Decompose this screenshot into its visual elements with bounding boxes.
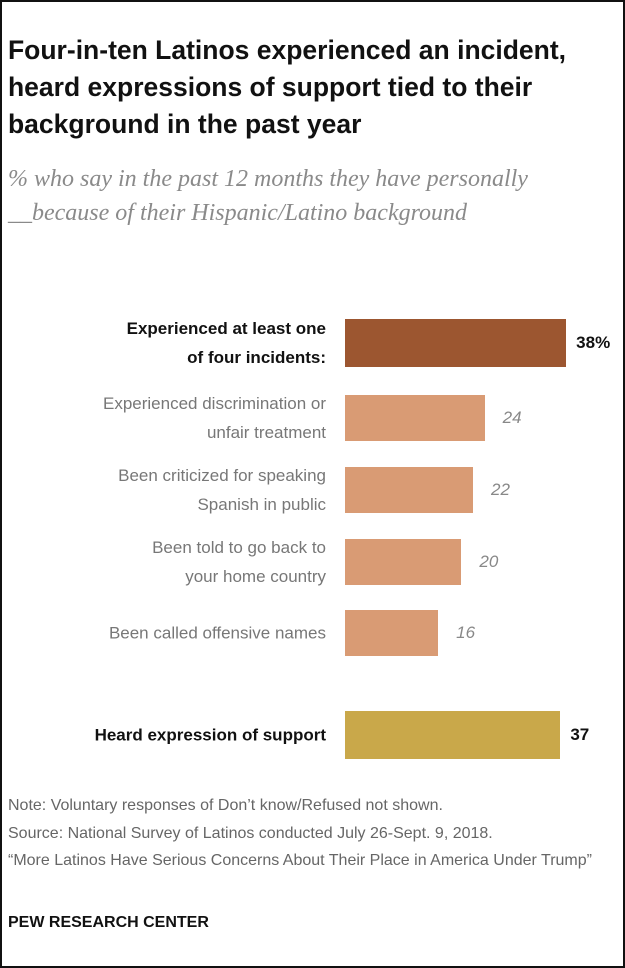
value-label: 20	[479, 552, 499, 571]
category-label: Been called offensive names	[108, 623, 326, 643]
notes: Note: Voluntary responses of Don’t know/…	[8, 792, 620, 875]
category-label: Experienced at least one of four inciden…	[126, 319, 326, 367]
bar	[345, 319, 567, 367]
value-label: 38%	[576, 333, 611, 352]
category-label: Heard expression of support	[94, 725, 326, 745]
bar	[345, 395, 485, 441]
value-label: 37	[570, 725, 590, 744]
value-label: 24	[502, 408, 522, 427]
source: PEW RESEARCH CENTER	[8, 914, 209, 931]
bar	[345, 711, 561, 759]
value-label: 22	[491, 480, 510, 499]
bar	[345, 610, 439, 656]
bar	[345, 539, 462, 585]
category-label: Been told to go back to your home countr…	[152, 538, 326, 586]
bar	[345, 467, 474, 513]
value-label: 16	[456, 623, 476, 642]
note-line: “More Latinos Have Serious Concerns Abou…	[8, 852, 592, 869]
chart-title: Four-in-ten Latinos experienced an incid…	[8, 35, 567, 139]
chart-subtitle: % who say in the past 12 months they hav…	[8, 166, 528, 226]
category-label: Experienced discrimination or unfair tre…	[103, 394, 326, 442]
note-line: Source: National Survey of Latinos condu…	[8, 824, 493, 842]
category-label: Been criticized for speaking Spanish in …	[118, 466, 326, 514]
note-line: Note: Voluntary responses of Don’t know/…	[8, 797, 443, 814]
